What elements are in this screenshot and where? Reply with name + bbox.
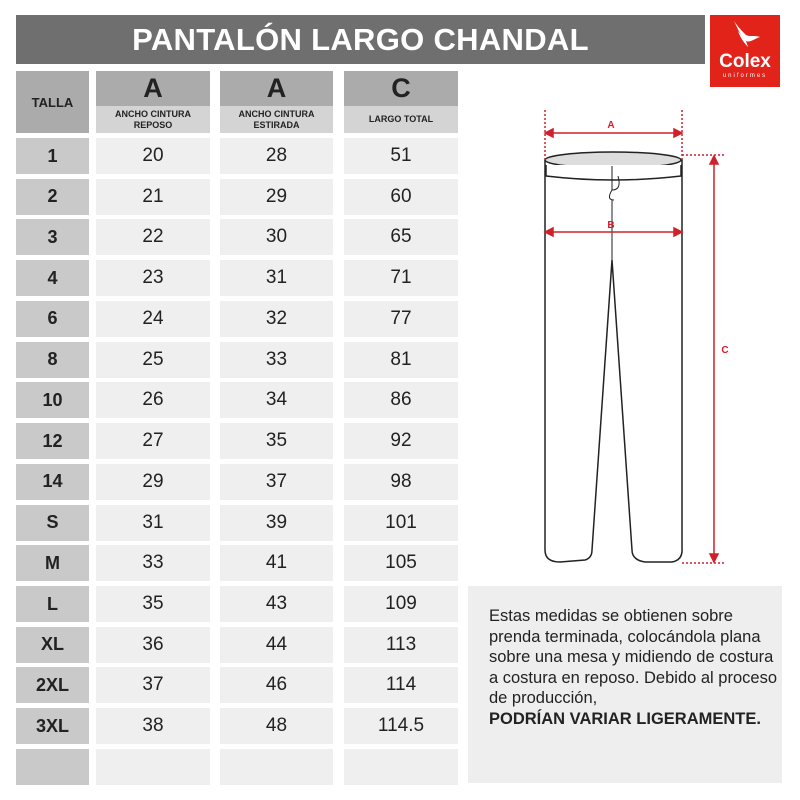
colex-logo: Colex uniformes bbox=[710, 15, 780, 87]
value-cell: 41 bbox=[220, 545, 333, 582]
value-cell: 48 bbox=[220, 708, 333, 745]
header-label: LARGO TOTAL bbox=[344, 106, 458, 133]
value-cell: 44 bbox=[220, 626, 333, 663]
size-cell: XL bbox=[16, 626, 89, 663]
value-cell: 113 bbox=[344, 626, 458, 663]
value-cell: 35 bbox=[96, 586, 210, 623]
header-letter: A bbox=[220, 71, 333, 106]
column-header: A ANCHO CINTURA ESTIRADA bbox=[220, 71, 333, 133]
size-cell: 4 bbox=[16, 260, 89, 297]
value-cell: 34 bbox=[220, 382, 333, 419]
label-c: C bbox=[721, 345, 728, 356]
value-cell: 28 bbox=[220, 138, 333, 174]
size-cell: M bbox=[16, 545, 89, 582]
value-cell: 109 bbox=[344, 586, 458, 623]
column-header: A ANCHO CINTURA REPOSO bbox=[96, 71, 210, 133]
value-cell: 86 bbox=[344, 382, 458, 419]
note-text: Estas medidas se obtienen sobre prenda t… bbox=[489, 607, 778, 707]
value-cell: 114.5 bbox=[344, 708, 458, 745]
value-cell: 46 bbox=[220, 667, 333, 704]
value-cell: 33 bbox=[96, 545, 210, 582]
value-cell: 25 bbox=[96, 341, 210, 378]
header-letter: A bbox=[96, 71, 210, 106]
value-cell bbox=[220, 748, 333, 785]
value-cell: 20 bbox=[96, 138, 210, 174]
header-letter: C bbox=[344, 71, 458, 106]
value-cell: 98 bbox=[344, 463, 458, 500]
value-cell bbox=[96, 748, 210, 785]
value-cell: 77 bbox=[344, 300, 458, 337]
value-cell: 27 bbox=[96, 423, 210, 460]
size-cell: 6 bbox=[16, 300, 89, 337]
value-cell: 71 bbox=[344, 260, 458, 297]
column-header: C LARGO TOTAL bbox=[344, 71, 458, 133]
pants-diagram: A B C bbox=[543, 110, 729, 564]
value-cell bbox=[344, 748, 458, 785]
value-cell: 114 bbox=[344, 667, 458, 704]
size-cell: L bbox=[16, 586, 89, 623]
value-cell: 105 bbox=[344, 545, 458, 582]
value-cell: 39 bbox=[220, 504, 333, 541]
value-cell: 29 bbox=[96, 463, 210, 500]
size-cell: 2XL bbox=[16, 667, 89, 704]
size-cell: 3XL bbox=[16, 708, 89, 745]
size-cell: 14 bbox=[16, 463, 89, 500]
size-cell: 12 bbox=[16, 423, 89, 460]
value-cell: 22 bbox=[96, 219, 210, 256]
value-cell: 101 bbox=[344, 504, 458, 541]
value-cell: 29 bbox=[220, 178, 333, 215]
value-cell: 36 bbox=[96, 626, 210, 663]
label-b: B bbox=[607, 220, 614, 231]
value-cell: 26 bbox=[96, 382, 210, 419]
value-cell: 31 bbox=[96, 504, 210, 541]
measurement-note: Estas medidas se obtienen sobre prenda t… bbox=[468, 586, 782, 783]
value-cell: 38 bbox=[96, 708, 210, 745]
size-cell: 3 bbox=[16, 219, 89, 256]
header-label: ANCHO CINTURA REPOSO bbox=[96, 106, 210, 133]
column-header: TALLA bbox=[16, 71, 89, 133]
page-title: PANTALÓN LARGO CHANDAL bbox=[16, 15, 705, 64]
value-cell: 92 bbox=[344, 423, 458, 460]
value-cell: 30 bbox=[220, 219, 333, 256]
wing-icon bbox=[734, 21, 760, 47]
value-cell: 81 bbox=[344, 341, 458, 378]
value-cell: 51 bbox=[344, 138, 458, 174]
value-cell: 65 bbox=[344, 219, 458, 256]
size-cell bbox=[16, 748, 89, 785]
value-cell: 21 bbox=[96, 178, 210, 215]
value-cell: 37 bbox=[96, 667, 210, 704]
size-cell: 2 bbox=[16, 178, 89, 215]
value-cell: 24 bbox=[96, 300, 210, 337]
value-cell: 60 bbox=[344, 178, 458, 215]
value-cell: 33 bbox=[220, 341, 333, 378]
size-cell: 10 bbox=[16, 382, 89, 419]
size-cell: S bbox=[16, 504, 89, 541]
value-cell: 31 bbox=[220, 260, 333, 297]
value-cell: 32 bbox=[220, 300, 333, 337]
label-a: A bbox=[607, 120, 614, 131]
header-label: ANCHO CINTURA ESTIRADA bbox=[220, 106, 333, 133]
value-cell: 35 bbox=[220, 423, 333, 460]
value-cell: 37 bbox=[220, 463, 333, 500]
size-cell: 8 bbox=[16, 341, 89, 378]
value-cell: 43 bbox=[220, 586, 333, 623]
header-label: TALLA bbox=[16, 71, 89, 133]
note-warning: PODRÍAN VARIAR LIGERAMENTE. bbox=[489, 709, 761, 728]
value-cell: 23 bbox=[96, 260, 210, 297]
size-cell: 1 bbox=[16, 138, 89, 174]
